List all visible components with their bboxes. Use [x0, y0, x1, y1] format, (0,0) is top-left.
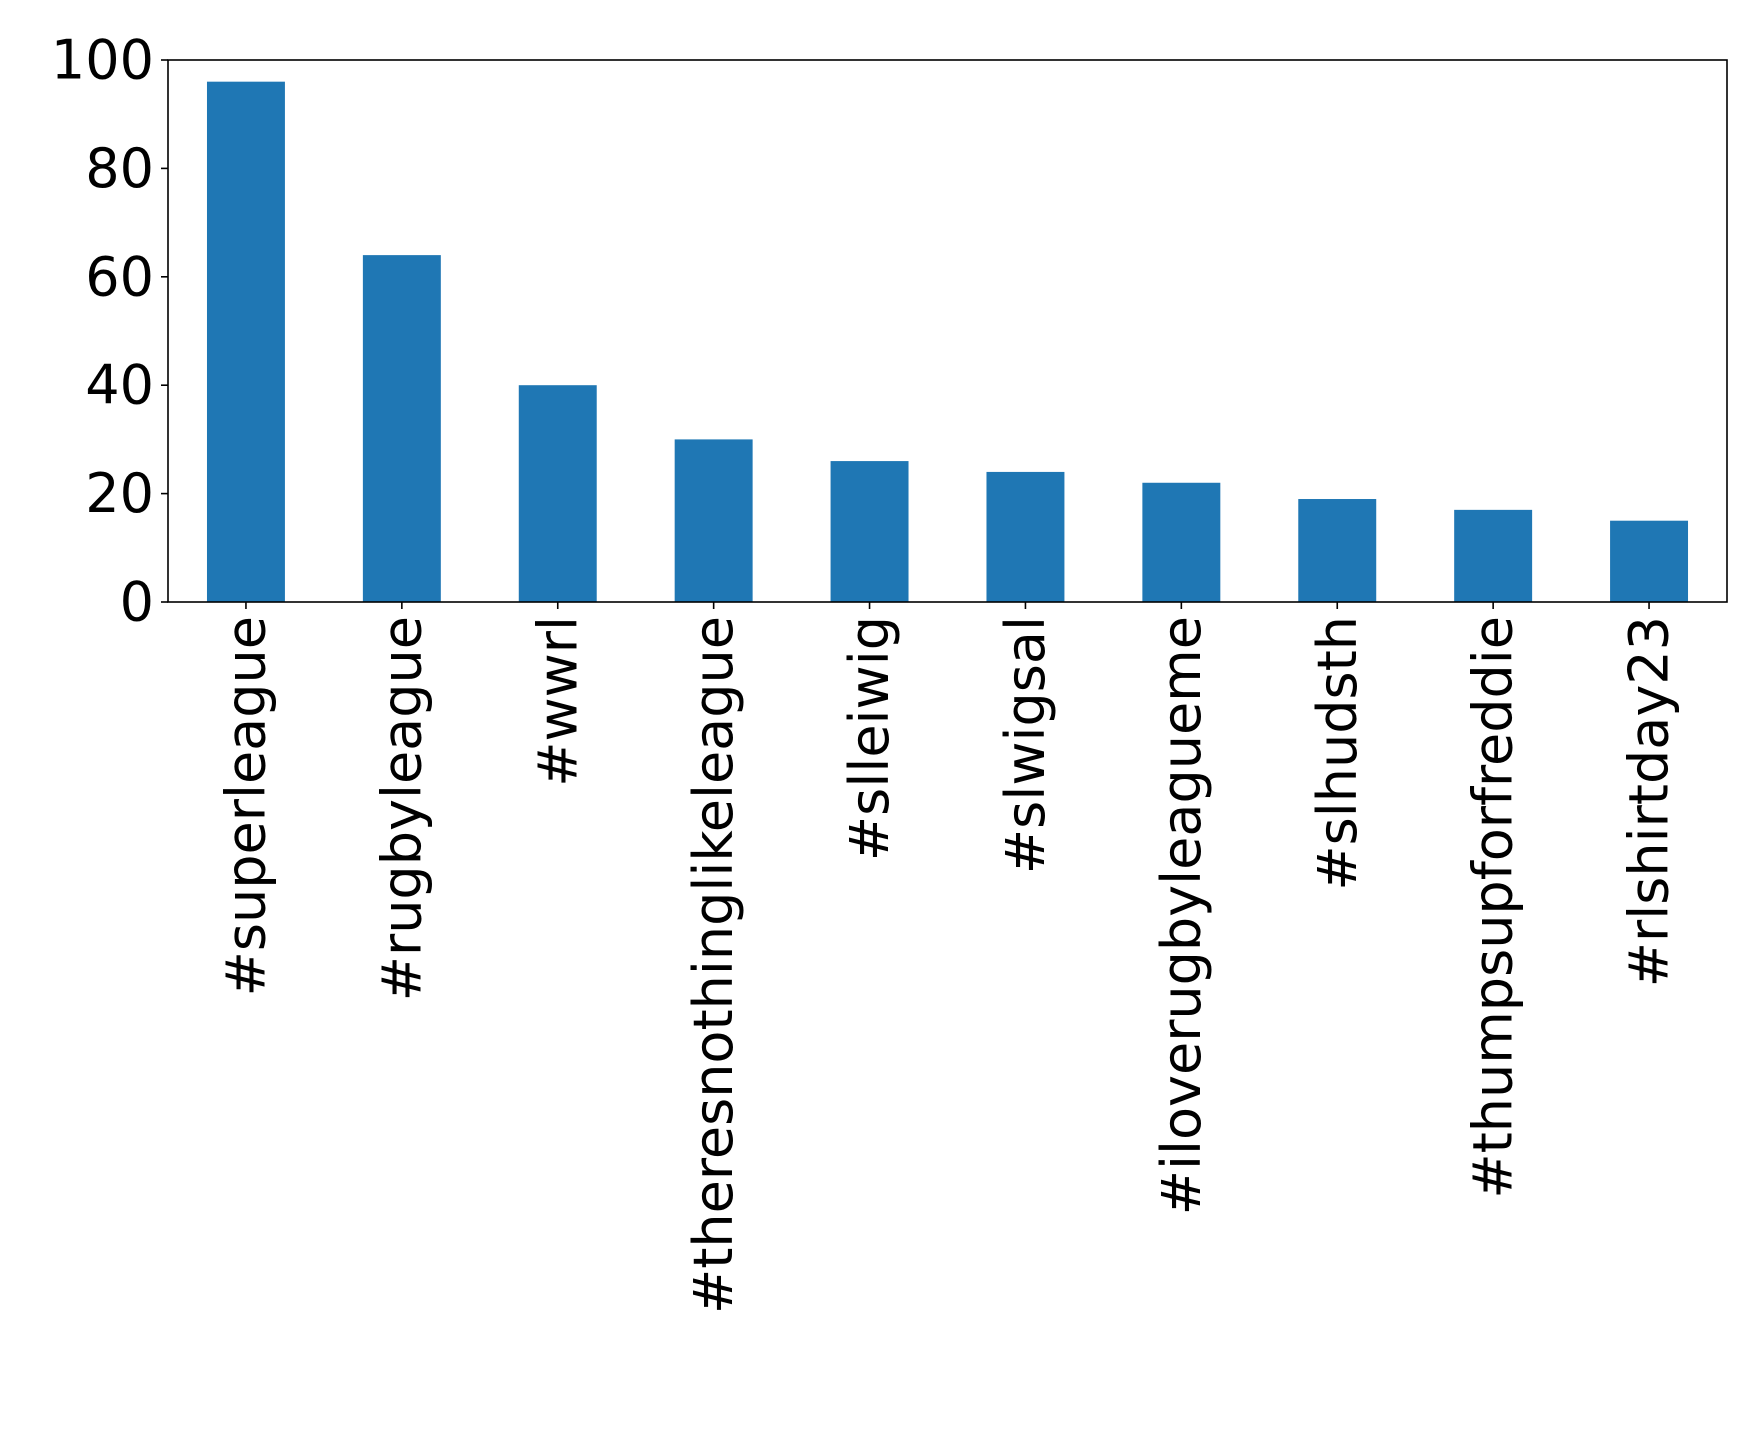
y-tick-label: 60 [85, 245, 154, 308]
x-axis-ticks: #superleague #rugbyleague #wwrl #theresnoth… [214, 602, 1681, 1314]
bar-superleague [206, 81, 285, 603]
x-tick-label: #slwigsal [994, 616, 1057, 874]
x-tick-label: #theresnothinglikeleague [682, 616, 745, 1314]
y-tick-label: 80 [85, 137, 154, 200]
y-tick-label: 100 [51, 29, 154, 92]
x-tick-label: #wwrl [526, 616, 589, 787]
bar-rugbyleague [362, 255, 441, 602]
bar-thumpsupforfreddie [1454, 509, 1533, 602]
bar-rlshirtday23 [1610, 520, 1689, 602]
x-tick-label: #slhudsth [1306, 616, 1369, 891]
x-tick-label: #thumpsupforfreddie [1462, 616, 1525, 1199]
x-tick-label: #iloverugbyleagueme [1150, 616, 1213, 1215]
bar-wwrl [518, 385, 597, 602]
x-tick-label: #slleiwig [838, 616, 901, 861]
y-tick-label: 20 [85, 462, 154, 525]
x-tick-label: #superleague [214, 616, 277, 996]
bar-iloverugbyleagueme [1142, 482, 1221, 602]
bar-theresnothinglikeleague [674, 439, 753, 602]
bar-slleiwig [830, 461, 909, 602]
y-axis-ticks: 0 20 40 60 80 100 [51, 29, 168, 634]
plot-frame [167, 59, 1728, 603]
bar-slhudsth [1298, 499, 1377, 602]
x-tick-label: #rugbyleague [370, 616, 433, 1001]
y-tick-label: 40 [85, 354, 154, 417]
bar-slwigsal [986, 471, 1065, 602]
y-tick-label: 0 [120, 571, 154, 634]
bars-group [206, 81, 1689, 603]
x-tick-label: #rlshirtday23 [1618, 616, 1681, 987]
